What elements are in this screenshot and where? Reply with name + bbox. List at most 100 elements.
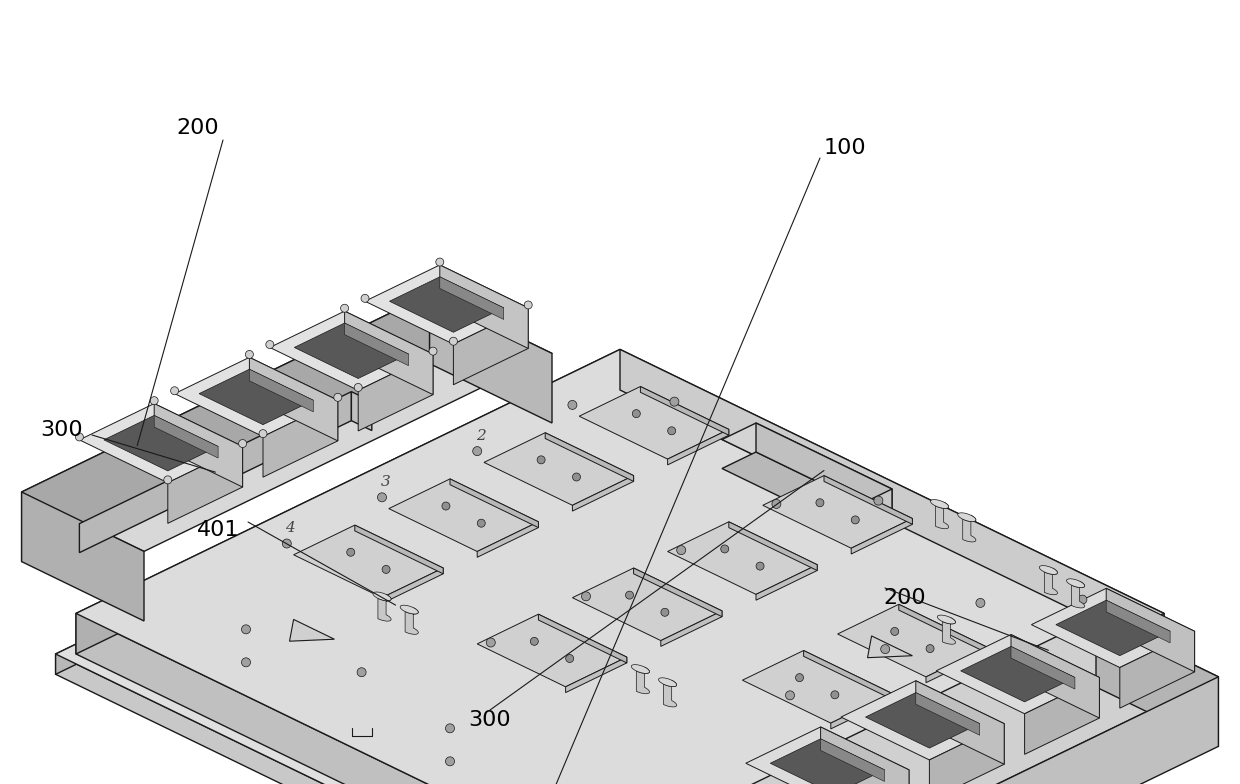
Polygon shape [263,401,337,477]
Polygon shape [667,430,729,465]
Circle shape [357,668,366,677]
Circle shape [771,499,781,508]
Polygon shape [429,294,552,423]
Polygon shape [21,294,429,561]
Polygon shape [154,404,243,487]
Polygon shape [916,681,1004,764]
Circle shape [334,394,342,401]
Polygon shape [620,613,1164,784]
Circle shape [259,430,267,437]
Circle shape [625,591,634,599]
Polygon shape [355,525,443,574]
Polygon shape [21,294,552,551]
Polygon shape [345,311,433,394]
Circle shape [661,608,668,616]
Circle shape [796,673,804,681]
Polygon shape [56,380,1184,784]
Polygon shape [935,502,949,528]
Circle shape [565,655,574,662]
Polygon shape [937,615,956,624]
Polygon shape [373,592,391,601]
Circle shape [670,397,680,406]
Polygon shape [382,568,443,604]
Polygon shape [579,387,729,459]
Circle shape [880,644,890,654]
Polygon shape [825,476,913,524]
Polygon shape [930,499,949,508]
Circle shape [242,658,250,667]
Circle shape [852,516,859,524]
Circle shape [976,598,985,608]
Polygon shape [868,636,913,658]
Polygon shape [722,423,892,506]
Polygon shape [440,265,528,348]
Polygon shape [76,350,1164,784]
Polygon shape [21,492,144,621]
Polygon shape [688,618,1219,784]
Circle shape [816,499,823,506]
Circle shape [582,592,590,601]
Polygon shape [477,614,626,687]
Polygon shape [79,392,372,534]
Polygon shape [270,311,433,390]
Circle shape [677,546,686,554]
Polygon shape [745,727,909,784]
Polygon shape [722,452,892,535]
Polygon shape [484,433,634,506]
Polygon shape [573,568,722,641]
Circle shape [785,691,795,700]
Polygon shape [401,605,418,614]
Polygon shape [620,380,1184,674]
Polygon shape [1066,579,1085,587]
Text: 3: 3 [381,475,391,489]
Circle shape [874,496,883,505]
Polygon shape [546,433,634,481]
Polygon shape [634,568,722,617]
Polygon shape [961,647,1075,702]
Text: 300: 300 [469,710,511,730]
Polygon shape [1032,588,1194,667]
Circle shape [632,410,640,418]
Polygon shape [942,618,956,644]
Polygon shape [175,358,337,437]
Circle shape [355,383,362,391]
Polygon shape [841,681,1004,760]
Polygon shape [167,446,243,524]
Polygon shape [454,308,528,385]
Polygon shape [1120,631,1194,708]
Polygon shape [79,404,243,483]
Text: 200: 200 [176,118,219,138]
Polygon shape [79,392,351,553]
Polygon shape [658,678,677,687]
Polygon shape [620,654,1184,784]
Polygon shape [345,323,408,365]
Circle shape [568,401,577,409]
Circle shape [283,539,291,548]
Circle shape [242,625,250,633]
Circle shape [720,545,729,553]
Polygon shape [811,677,1219,784]
Circle shape [445,724,455,733]
Polygon shape [756,423,892,518]
Polygon shape [1106,588,1194,672]
Polygon shape [962,515,976,542]
Polygon shape [631,665,650,673]
Polygon shape [1024,677,1100,754]
Polygon shape [661,611,722,646]
Polygon shape [851,518,913,554]
Polygon shape [640,387,729,435]
Polygon shape [249,358,337,441]
Circle shape [525,301,532,309]
Polygon shape [294,525,443,597]
Polygon shape [538,614,626,663]
Polygon shape [56,654,620,784]
Text: 100: 100 [823,138,867,158]
Polygon shape [1071,581,1085,608]
Circle shape [890,627,899,636]
Polygon shape [1011,634,1100,718]
Polygon shape [440,277,503,319]
Polygon shape [763,476,913,548]
Circle shape [150,397,159,405]
Polygon shape [1056,601,1171,655]
Polygon shape [756,564,817,601]
